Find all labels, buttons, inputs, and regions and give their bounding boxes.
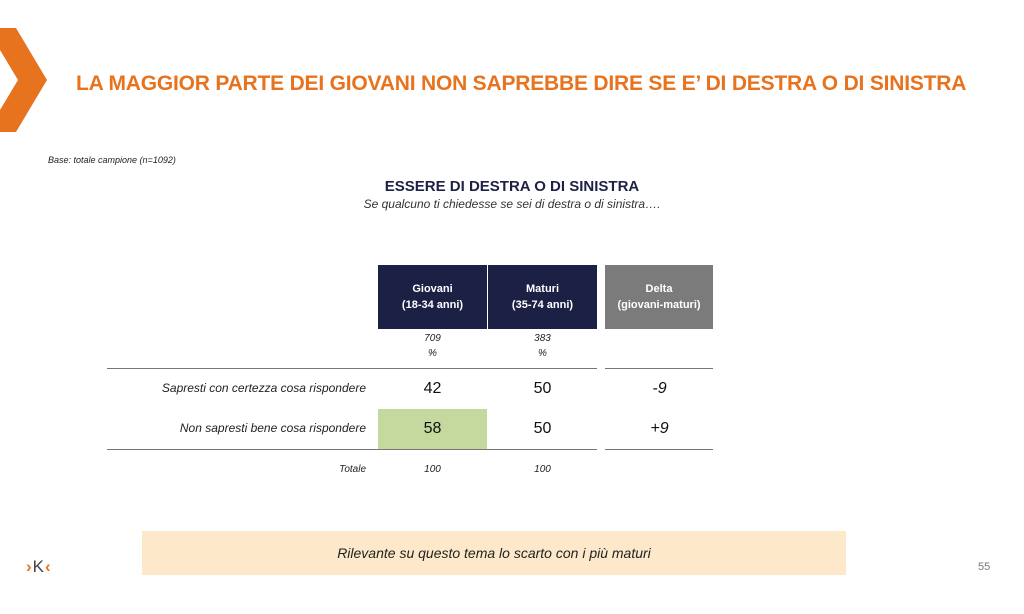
slide-title: LA MAGGIOR PARTE DEI GIOVANI NON SAPREBB…: [76, 72, 967, 95]
logo-chevron-right-icon: ›: [26, 557, 32, 576]
cell-delta: -9: [652, 380, 667, 397]
page-number: 55: [978, 561, 991, 573]
cell-delta: +9: [650, 420, 669, 437]
total-giovani: 100: [424, 464, 441, 475]
unit-maturi: %: [538, 348, 547, 359]
total-label: Totale: [339, 464, 366, 475]
column-name: Maturi: [526, 283, 559, 295]
divider: [605, 368, 713, 369]
row-label: Sapresti con certezza cosa rispondere: [161, 381, 366, 395]
cell-giovani: 42: [423, 380, 442, 397]
column-range: (35-74 anni): [511, 299, 574, 311]
column-name: Giovani: [412, 283, 453, 295]
company-logo: › K ‹: [26, 557, 51, 577]
divider: [605, 449, 713, 450]
footer-note-text: Rilevante su questo tema lo scarto con i…: [337, 545, 651, 561]
sample-size-giovani: 709: [424, 333, 441, 344]
column-name: Delta: [645, 283, 673, 295]
logo-chevron-left-icon: ‹: [45, 557, 51, 576]
divider: [107, 368, 597, 369]
cell-maturi: 50: [533, 420, 552, 437]
highlight-cell: [378, 409, 487, 449]
base-note: Base: totale campione (n=1092): [48, 155, 176, 165]
cell-maturi: 50: [533, 380, 552, 397]
divider: [107, 449, 597, 450]
footer-note: Rilevante su questo tema lo scarto con i…: [142, 531, 846, 575]
column-range: (giovani-maturi): [617, 299, 701, 311]
question-subtitle: Se qualcuno ti chiedesse se sei di destr…: [363, 197, 661, 211]
column-header-giovani: Giovani (18-34 anni): [378, 265, 487, 329]
logo-letter: K: [32, 557, 45, 576]
column-header-delta: Delta (giovani-maturi): [605, 265, 713, 329]
unit-giovani: %: [428, 348, 437, 359]
question-title: ESSERE DI DESTRA O DI SINISTRA: [384, 178, 640, 195]
row-label: Non sapresti bene cosa rispondere: [179, 421, 366, 435]
column-header-maturi: Maturi (35-74 anni): [488, 265, 597, 329]
column-range: (18-34 anni): [401, 299, 464, 311]
sample-size-maturi: 383: [534, 333, 551, 344]
total-maturi: 100: [534, 464, 551, 475]
chevron-logo-icon: [0, 28, 47, 132]
cell-giovani: 58: [423, 420, 442, 437]
